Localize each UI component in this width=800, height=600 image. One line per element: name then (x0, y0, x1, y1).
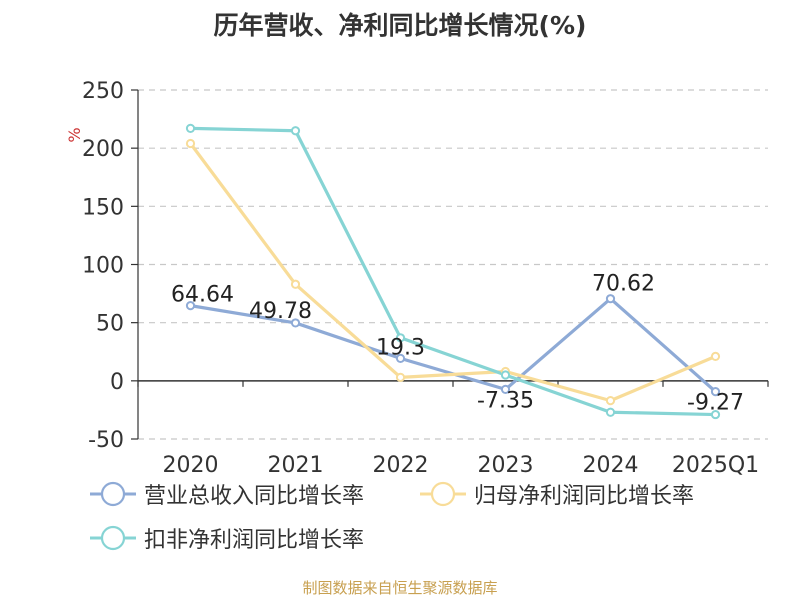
x-tick-label: 2025Q1 (672, 453, 759, 478)
legend-item[interactable]: 扣非净利润同比增长率 (88, 520, 364, 556)
series-point (710, 409, 721, 420)
data-label: 64.64 (171, 283, 234, 308)
legend-marker-icon (90, 525, 136, 551)
x-tick-label: 2020 (163, 453, 219, 478)
series-point (710, 387, 721, 397)
data-label: -9.27 (687, 391, 744, 416)
chart-title: 历年营收、净利同比增长情况(%) (213, 11, 587, 40)
axes: -50 0 50 100 150 200 250% 2020 2021 2022 2023 2024 2… (65, 79, 769, 478)
series-point (185, 301, 196, 311)
series-line-2 (190, 126, 716, 417)
legend-label: 归母净利润同比增长率 (474, 484, 695, 509)
series-point (605, 396, 616, 406)
y-tick-label: 50 (96, 312, 124, 337)
y-tick-label: 150 (82, 195, 124, 220)
footer-source: 制图数据来自恒生聚源数据库 (302, 579, 498, 597)
series-point (395, 353, 406, 363)
series-lines (185, 123, 721, 420)
x-tick-label: 2023 (478, 453, 534, 478)
data-label: 70.62 (592, 272, 655, 297)
series-point (395, 333, 406, 343)
legend-item[interactable]: 营业总收入同比增长率 (88, 476, 364, 512)
series-line-1 (189, 142, 717, 403)
series-point (290, 318, 301, 328)
series-point (500, 370, 511, 380)
legend-circle (430, 481, 456, 507)
data-label: -7.35 (477, 388, 534, 413)
series-point (710, 351, 721, 362)
legend-marker-icon (90, 481, 136, 507)
data-label: 49.78 (249, 299, 312, 324)
y-tick-label: 200 (82, 137, 124, 162)
y-tick-label: 250 (82, 79, 124, 104)
series-point (395, 372, 406, 382)
legend-label: 扣非净利润同比增长率 (144, 528, 365, 553)
y-axis-label: % (65, 127, 84, 142)
series-point (500, 384, 511, 394)
series-point (290, 279, 301, 289)
series-point (605, 407, 616, 417)
x-tick-label: 2022 (373, 453, 429, 478)
legend-circle (100, 481, 126, 507)
y-tick-label: -50 (88, 428, 124, 453)
legend-circle (100, 525, 126, 551)
series-point (185, 123, 196, 133)
series-point (290, 126, 301, 136)
legend-item[interactable]: 归母净利润同比增长率 (418, 476, 694, 512)
series-point (185, 138, 196, 149)
y-tick-label: 100 (82, 254, 124, 279)
data-labels: 64.64 49.78 19.3 -7.35 70.62 -9.27 (171, 272, 744, 416)
data-label: 19.3 (376, 335, 425, 360)
legend-marker-icon (420, 481, 466, 507)
legend-label: 营业总收入同比增长率 (144, 484, 365, 509)
grid-lines (138, 89, 768, 440)
x-tick-label: 2024 (583, 453, 639, 478)
y-tick-label: 0 (110, 370, 124, 395)
series-point (605, 294, 616, 304)
x-tick-label: 2021 (268, 453, 324, 478)
